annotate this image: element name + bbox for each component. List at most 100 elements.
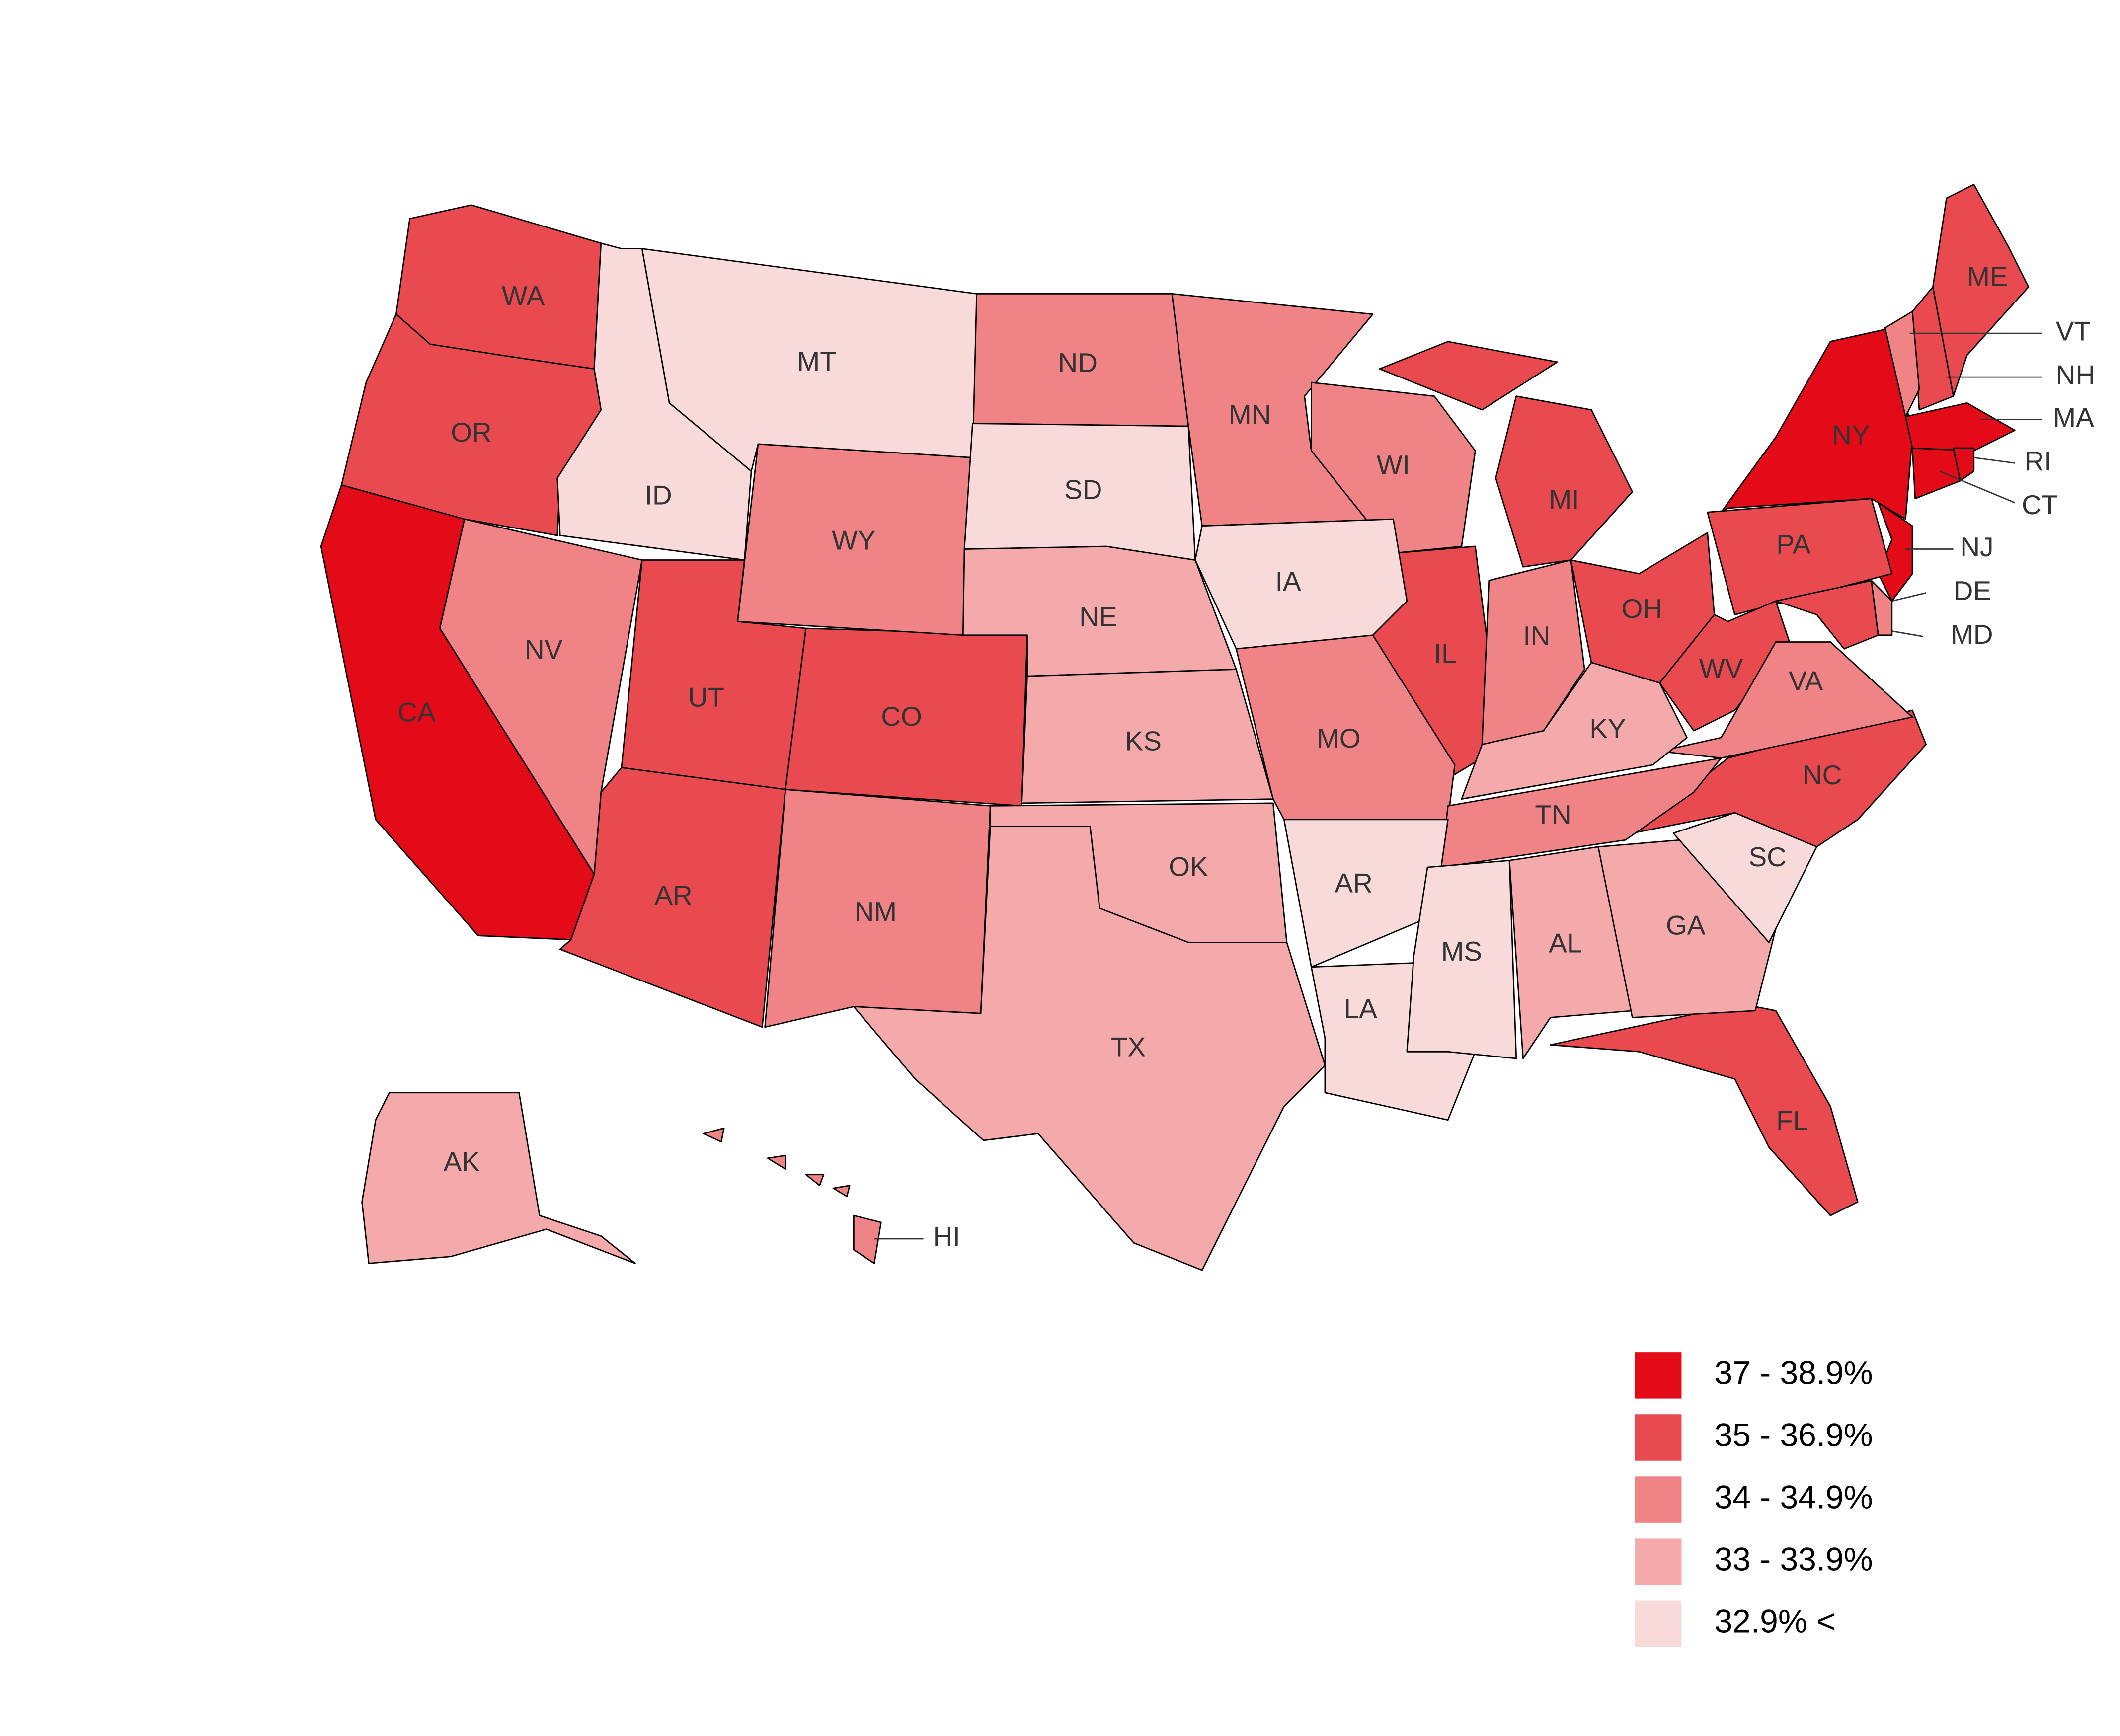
state-label: RI xyxy=(2025,446,2052,476)
state xyxy=(1911,447,1961,500)
state-label: NH xyxy=(2056,360,2095,390)
state xyxy=(1379,341,1558,411)
state-label: VA xyxy=(1789,665,1823,696)
state-label: OR xyxy=(451,417,491,448)
legend-swatch xyxy=(1635,1476,1682,1523)
state-label: NC xyxy=(1803,759,1842,790)
state xyxy=(361,1092,636,1264)
state-label: KY xyxy=(1589,713,1626,744)
callout-line xyxy=(1939,470,2015,504)
state-label: OK xyxy=(1169,851,1208,882)
state-label: GA xyxy=(1666,910,1706,941)
state xyxy=(1672,812,1818,943)
state-label: MN xyxy=(1229,399,1271,430)
state-label: LA xyxy=(1344,993,1378,1024)
state xyxy=(1495,395,1633,568)
legend-swatch xyxy=(1635,1352,1682,1399)
legend-swatch xyxy=(1635,1600,1682,1648)
state-label: CO xyxy=(881,701,922,732)
state-label: MS xyxy=(1441,936,1482,967)
state-label: SC xyxy=(1748,841,1786,872)
state xyxy=(1871,580,1893,636)
state-label: WI xyxy=(1377,450,1410,480)
state xyxy=(703,1127,725,1143)
state-label: ND xyxy=(1058,347,1098,378)
legend-label: 37 - 38.9% xyxy=(1714,1354,1873,1391)
legend-label: 32.9% < xyxy=(1714,1603,1835,1640)
state xyxy=(832,1185,851,1198)
state-label: AR xyxy=(654,880,692,910)
state-label: ME xyxy=(1967,261,2008,292)
state xyxy=(1550,1003,1859,1216)
state xyxy=(767,1154,786,1170)
state-label: PA xyxy=(1776,529,1811,560)
state xyxy=(1953,447,1975,482)
state xyxy=(963,423,1196,561)
state-label: AK xyxy=(444,1146,480,1177)
state-label: AL xyxy=(1549,927,1582,958)
state xyxy=(1508,846,1633,1059)
legend-label: 33 - 33.9% xyxy=(1714,1541,1873,1578)
state-label: UT xyxy=(688,681,724,712)
state-label: ID xyxy=(645,480,672,511)
state-label: CT xyxy=(2022,489,2058,520)
state-label: WY xyxy=(832,525,876,555)
state-label: NM xyxy=(855,896,897,927)
state-label: OH xyxy=(1621,593,1662,624)
legend-label: 35 - 36.9% xyxy=(1714,1416,1873,1453)
state-label: WV xyxy=(1699,653,1743,684)
state xyxy=(1775,580,1879,650)
state xyxy=(1597,839,1777,1018)
state xyxy=(1932,184,2030,397)
state xyxy=(1884,310,1920,418)
state xyxy=(1194,518,1408,650)
state-label: IA xyxy=(1275,566,1301,597)
state-label: CA xyxy=(397,697,436,728)
state-label: KS xyxy=(1125,725,1162,756)
callout-line xyxy=(1891,630,1924,637)
state-label: TN xyxy=(1535,799,1571,830)
state xyxy=(853,1214,882,1264)
state xyxy=(805,1174,825,1187)
state-label: WA xyxy=(502,280,545,311)
legend-swatch xyxy=(1635,1538,1682,1585)
legend-swatch xyxy=(1635,1414,1682,1461)
state xyxy=(1461,662,1688,800)
state xyxy=(439,518,643,875)
callout-line xyxy=(1891,592,1926,602)
state-label: MT xyxy=(797,346,836,377)
state-label: NJ xyxy=(1960,531,1993,562)
callout-line xyxy=(1973,456,2015,464)
state-label: MA xyxy=(2053,402,2094,433)
state-label: MI xyxy=(1549,484,1579,515)
state-label: NV xyxy=(525,634,563,665)
state xyxy=(1311,381,1476,554)
state-label: NE xyxy=(1079,601,1117,632)
state-label: TX xyxy=(1111,1031,1146,1062)
state xyxy=(1406,860,1517,1059)
state-label: NY xyxy=(1832,420,1870,451)
state xyxy=(1481,559,1585,746)
legend-label: 34 - 34.9% xyxy=(1714,1478,1873,1515)
state-label: MO xyxy=(1317,723,1361,754)
state xyxy=(556,242,752,561)
state-label: MD xyxy=(1951,619,1993,650)
state-label: DE xyxy=(1954,575,1991,606)
state xyxy=(1021,669,1274,804)
state xyxy=(1720,327,1913,520)
state-label: SD xyxy=(1064,474,1102,505)
state-label: IN xyxy=(1523,620,1551,651)
state xyxy=(1904,402,2016,452)
state-label: AR xyxy=(1335,867,1372,898)
state-label: IL xyxy=(1434,638,1457,669)
state-label: FL xyxy=(1776,1105,1808,1136)
state xyxy=(853,826,1326,1271)
state-label: VT xyxy=(2056,316,2091,347)
legend: 37 - 38.9% 35 - 36.9% 34 - 34.9% 33 - 33.9%… xyxy=(1635,1352,1873,1648)
states xyxy=(320,184,2030,1271)
state-label: HI xyxy=(933,1221,960,1252)
state xyxy=(1659,600,1791,732)
